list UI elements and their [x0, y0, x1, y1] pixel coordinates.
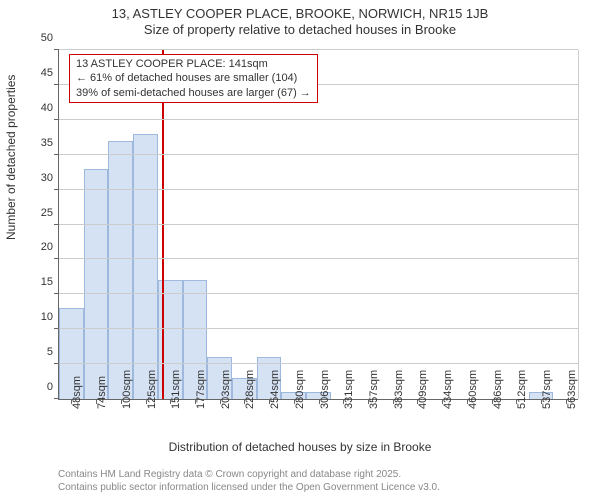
- bar: [108, 141, 133, 399]
- ytick-mark: [54, 154, 59, 155]
- bar-slot: 537sqm: [529, 50, 554, 399]
- xtick-label: 512sqm: [516, 370, 528, 409]
- bar-slot: 383sqm: [380, 50, 405, 399]
- bar-slot: 486sqm: [479, 50, 504, 399]
- ytick-label: 0: [47, 381, 53, 393]
- xtick-label: 331sqm: [343, 370, 355, 409]
- ytick-mark: [54, 398, 59, 399]
- xtick-label: 486sqm: [492, 370, 504, 409]
- title-line-2: Size of property relative to detached ho…: [0, 22, 600, 38]
- bar: [133, 134, 158, 399]
- ytick-label: 10: [41, 311, 53, 323]
- ytick-mark: [54, 189, 59, 190]
- bar-slot: 357sqm: [356, 50, 381, 399]
- bar-slot: 460sqm: [455, 50, 480, 399]
- ytick-label: 5: [47, 346, 53, 358]
- ytick-mark: [54, 293, 59, 294]
- ytick-label: 35: [41, 137, 53, 149]
- info-line-2: ← 61% of detached houses are smaller (10…: [76, 71, 311, 85]
- xtick-label: 563sqm: [566, 370, 578, 409]
- ytick-label: 25: [41, 207, 53, 219]
- xtick-label: 125sqm: [146, 370, 158, 409]
- ytick-mark: [54, 328, 59, 329]
- xtick-label: 306sqm: [319, 370, 331, 409]
- xtick-label: 383sqm: [393, 370, 405, 409]
- gridline: [59, 224, 578, 225]
- ytick-mark: [54, 119, 59, 120]
- bar-slot: 409sqm: [405, 50, 430, 399]
- ytick-label: 30: [41, 172, 53, 184]
- xtick-label: 434sqm: [442, 370, 454, 409]
- gridline: [59, 293, 578, 294]
- xtick-label: 177sqm: [195, 370, 207, 409]
- bar-slot: 512sqm: [504, 50, 529, 399]
- bar-slot: 331sqm: [331, 50, 356, 399]
- xtick-label: 100sqm: [121, 370, 133, 409]
- ytick-mark: [54, 258, 59, 259]
- info-box: 13 ASTLEY COOPER PLACE: 141sqm ← 61% of …: [69, 54, 318, 103]
- bar-slot: 434sqm: [430, 50, 455, 399]
- gridline: [59, 363, 578, 364]
- xtick-label: 203sqm: [220, 370, 232, 409]
- bar: [84, 169, 109, 399]
- chart-title: 13, ASTLEY COOPER PLACE, BROOKE, NORWICH…: [0, 0, 600, 39]
- xtick-label: 48sqm: [71, 376, 83, 409]
- gridline: [59, 189, 578, 190]
- footer-line-1: Contains HM Land Registry data © Crown c…: [58, 469, 401, 480]
- ytick-label: 45: [41, 67, 53, 79]
- ytick-mark: [54, 84, 59, 85]
- ytick-label: 40: [41, 102, 53, 114]
- x-axis-label: Distribution of detached houses by size …: [0, 440, 600, 454]
- ytick-mark: [54, 49, 59, 50]
- ytick-label: 20: [41, 241, 53, 253]
- footer-line-2: Contains public sector information licen…: [58, 482, 440, 493]
- ytick-mark: [54, 363, 59, 364]
- xtick-label: 228sqm: [244, 370, 256, 409]
- title-line-1: 13, ASTLEY COOPER PLACE, BROOKE, NORWICH…: [0, 6, 600, 22]
- xtick-label: 74sqm: [96, 376, 108, 409]
- xtick-label: 460sqm: [467, 370, 479, 409]
- xtick-label: 537sqm: [541, 370, 553, 409]
- xtick-label: 409sqm: [417, 370, 429, 409]
- y-axis-label: Number of detached properties: [4, 75, 18, 240]
- gridline: [59, 258, 578, 259]
- ytick-mark: [54, 224, 59, 225]
- bar-slot: 563sqm: [553, 50, 578, 399]
- gridline: [59, 119, 578, 120]
- gridline: [59, 154, 578, 155]
- xtick-label: 151sqm: [170, 370, 182, 409]
- plot-right-border: [578, 50, 579, 399]
- info-line-3: 39% of semi-detached houses are larger (…: [76, 86, 311, 100]
- gridline: [59, 49, 578, 50]
- xtick-label: 280sqm: [294, 370, 306, 409]
- ytick-label: 15: [41, 276, 53, 288]
- root-container: 13, ASTLEY COOPER PLACE, BROOKE, NORWICH…: [0, 0, 600, 500]
- ytick-label: 50: [41, 32, 53, 44]
- info-line-1: 13 ASTLEY COOPER PLACE: 141sqm: [76, 57, 311, 71]
- footer-attribution: Contains HM Land Registry data © Crown c…: [58, 469, 440, 494]
- xtick-label: 254sqm: [269, 370, 281, 409]
- xtick-label: 357sqm: [368, 370, 380, 409]
- gridline: [59, 328, 578, 329]
